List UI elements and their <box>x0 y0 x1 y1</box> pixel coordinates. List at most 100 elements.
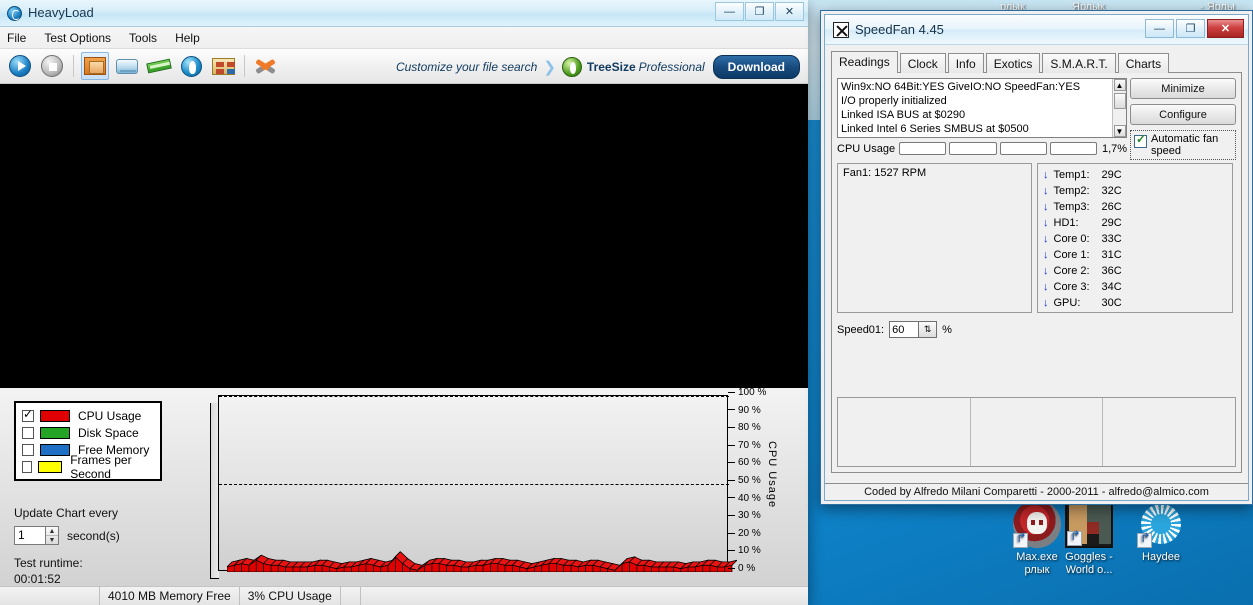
y-axis-tick: 100 % <box>728 387 766 398</box>
legend-item-cpu-usage[interactable]: CPU Usage <box>22 407 154 424</box>
stepper-down-icon[interactable]: ▼ <box>48 536 56 544</box>
heavyload-statusbar: 4010 MB Memory Free 3% CPU Usage <box>0 586 808 605</box>
log-line: Win9x:NO 64Bit:YES GiveIO:NO SpeedFan:YE… <box>841 81 1081 93</box>
shortcut-overlay-icon <box>1067 531 1082 546</box>
test-runtime-label: Test runtime: <box>14 556 83 570</box>
legend-checkbox[interactable] <box>22 407 34 422</box>
options-button[interactable] <box>252 52 280 80</box>
shortcut-overlay-icon <box>1137 533 1152 548</box>
stress-disk-button[interactable] <box>113 52 141 80</box>
chevron-right-icon: ❯ <box>543 58 556 76</box>
start-test-button[interactable] <box>6 52 34 80</box>
menu-item-file[interactable]: File <box>7 30 27 45</box>
stress-gpu-button[interactable] <box>177 52 205 80</box>
temperature-value: 36C <box>1101 265 1122 277</box>
maximize-button[interactable]: ❐ <box>1176 19 1205 38</box>
tab-info[interactable]: Info <box>947 53 984 73</box>
stress-network-button[interactable] <box>209 52 237 80</box>
haydee-sunburst-icon <box>1137 500 1185 548</box>
log-line: Linked ISA BUS at $0290 <box>841 109 966 121</box>
speed-stepper-icon[interactable]: ⇅ <box>919 321 938 338</box>
menu-item-help[interactable]: Help <box>175 30 200 45</box>
ad-product-name: TreeSize <box>586 59 636 74</box>
desktop-icon-label-2: World o... <box>1065 564 1113 576</box>
stress-test-canvas <box>0 84 808 387</box>
statusbar-cell-trailing <box>341 586 361 605</box>
tab-clock[interactable]: Clock <box>899 53 946 73</box>
shortcut-overlay-icon <box>1013 533 1028 548</box>
menu-item-tools[interactable]: Tools <box>129 30 158 45</box>
speedfan-titlebar[interactable]: SpeedFan 4.45 — ❐ ✕ <box>825 15 1248 45</box>
legend-color-swatch <box>40 443 70 456</box>
legend-checkbox[interactable] <box>22 426 34 439</box>
legend-checkbox[interactable] <box>22 460 32 473</box>
tab-charts[interactable]: Charts <box>1117 53 1170 73</box>
heavyload-title: HeavyLoad <box>28 5 94 20</box>
toolbar-separator-2 <box>244 55 245 77</box>
temperature-row: ↓ GPU: 30C <box>1043 295 1227 311</box>
stop-test-button[interactable] <box>38 52 66 80</box>
desktop-icon-goggles[interactable]: Goggles - World o... <box>1052 500 1126 577</box>
chart-y-axis-title: CPU Usage <box>766 441 778 509</box>
fan-value: 1527 RPM <box>874 167 927 179</box>
temperature-value: 29C <box>1101 217 1122 229</box>
tab-smart[interactable]: S.M.A.R.T. <box>1042 53 1116 73</box>
legend-label: Disk Space <box>78 425 139 440</box>
speedfan-body: Readings Clock Info Exotics S.M.A.R.T. C… <box>825 45 1248 500</box>
download-button[interactable]: Download <box>712 54 800 79</box>
stepper-up-icon[interactable]: ▲ <box>46 527 58 536</box>
log-scrollbar[interactable]: ▲ ▼ <box>1112 79 1126 137</box>
speedfan-log-textbox[interactable]: Win9x:NO 64Bit:YES GiveIO:NO SpeedFan:YE… <box>837 78 1127 138</box>
stepper-buttons[interactable]: ▲ ▼ <box>46 526 59 545</box>
legend-item-disk-space[interactable]: Disk Space <box>22 424 154 441</box>
cpu-core-bar-2 <box>999 142 1047 155</box>
heavyload-titlebar[interactable]: HeavyLoad — ❐ ✕ <box>0 0 808 27</box>
speedfan-cpu-usage-row: CPU Usage 1,7% <box>837 142 1127 155</box>
chart-legend: CPU Usage Disk Space Free Memory Frames … <box>14 401 162 481</box>
configure-button[interactable]: Configure <box>1130 104 1236 125</box>
update-interval-unit: second(s) <box>67 528 120 543</box>
temperature-name: Core 3: <box>1053 281 1090 293</box>
checkbox-checked-icon[interactable] <box>1134 132 1147 148</box>
automatic-fan-speed-checkbox[interactable]: Automatic fan speed <box>1130 130 1236 160</box>
minimize-button[interactable]: — <box>715 2 744 21</box>
legend-checkbox[interactable] <box>22 443 34 456</box>
minimize-button[interactable]: — <box>1145 19 1174 38</box>
y-axis-tick: 70 % <box>728 440 761 451</box>
minimize-to-tray-button[interactable]: Minimize <box>1130 78 1236 99</box>
temperature-name: HD1: <box>1053 217 1079 229</box>
hard-disk-icon <box>116 58 138 74</box>
temperature-row: ↓ HD1: 29C <box>1043 215 1227 231</box>
legend-item-free-memory[interactable]: Free Memory <box>22 441 154 458</box>
close-button[interactable]: ✕ <box>1207 19 1244 38</box>
cpu-core-bar-1 <box>949 142 997 155</box>
treesize-ad-banner[interactable]: Customize your file search ❯ TreeSize Pr… <box>396 49 808 84</box>
fan-readings-list[interactable]: Fan1: 1527 RPM <box>837 163 1032 313</box>
scrollbar-thumb[interactable] <box>1113 93 1126 109</box>
stress-memory-button[interactable] <box>145 52 173 80</box>
legend-item-frames-per-second[interactable]: Frames per Second <box>22 453 154 481</box>
desktop-icon-max-exe[interactable]: Max.exe рлык <box>1000 500 1074 577</box>
heavyload-chart-panel: CPU Usage Disk Space Free Memory Frames … <box>0 387 808 587</box>
close-button[interactable]: ✕ <box>775 2 804 21</box>
tab-exotics[interactable]: Exotics <box>985 53 1041 73</box>
stress-cpu-button[interactable] <box>81 52 109 80</box>
temperature-value: 26C <box>1101 201 1122 213</box>
cpu-chip-icon <box>84 57 106 75</box>
goggles-maze-icon <box>1065 500 1113 548</box>
desktop-icon-haydee[interactable]: Haydee <box>1124 500 1198 564</box>
update-interval-input[interactable]: 1 <box>14 526 46 545</box>
scroll-up-icon[interactable]: ▲ <box>1113 79 1126 91</box>
update-interval-stepper[interactable]: 1 ▲ ▼ second(s) <box>14 526 120 545</box>
temperature-row: ↓ Temp1: 29C <box>1043 167 1227 183</box>
temperature-readings-list[interactable]: ↓ Temp1: 29C ↓ Temp2: 32C ↓ Temp3: 2 <box>1037 163 1233 313</box>
speedfan-bottom-grid[interactable] <box>837 397 1236 467</box>
menu-item-test-options[interactable]: Test Options <box>44 30 112 45</box>
tab-readings[interactable]: Readings <box>831 51 898 73</box>
scroll-down-icon[interactable]: ▼ <box>1113 125 1126 137</box>
speed-control-input[interactable]: 60 <box>889 321 920 338</box>
maximize-button[interactable]: ❐ <box>745 2 774 21</box>
network-card-icon <box>211 57 235 75</box>
speed-control-unit: % <box>942 323 952 336</box>
desktop-icon-label: Max.exe <box>1016 551 1058 563</box>
